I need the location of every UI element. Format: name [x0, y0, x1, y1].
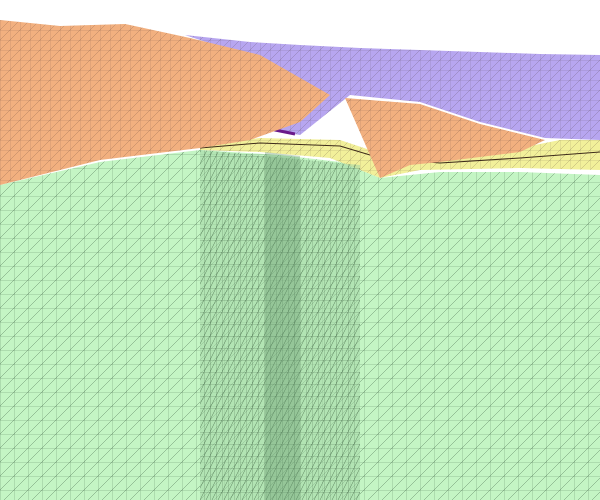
green-layer — [0, 150, 600, 500]
orange-wedge — [345, 98, 545, 178]
orange-layer — [0, 20, 330, 185]
purple-layer — [185, 35, 600, 140]
